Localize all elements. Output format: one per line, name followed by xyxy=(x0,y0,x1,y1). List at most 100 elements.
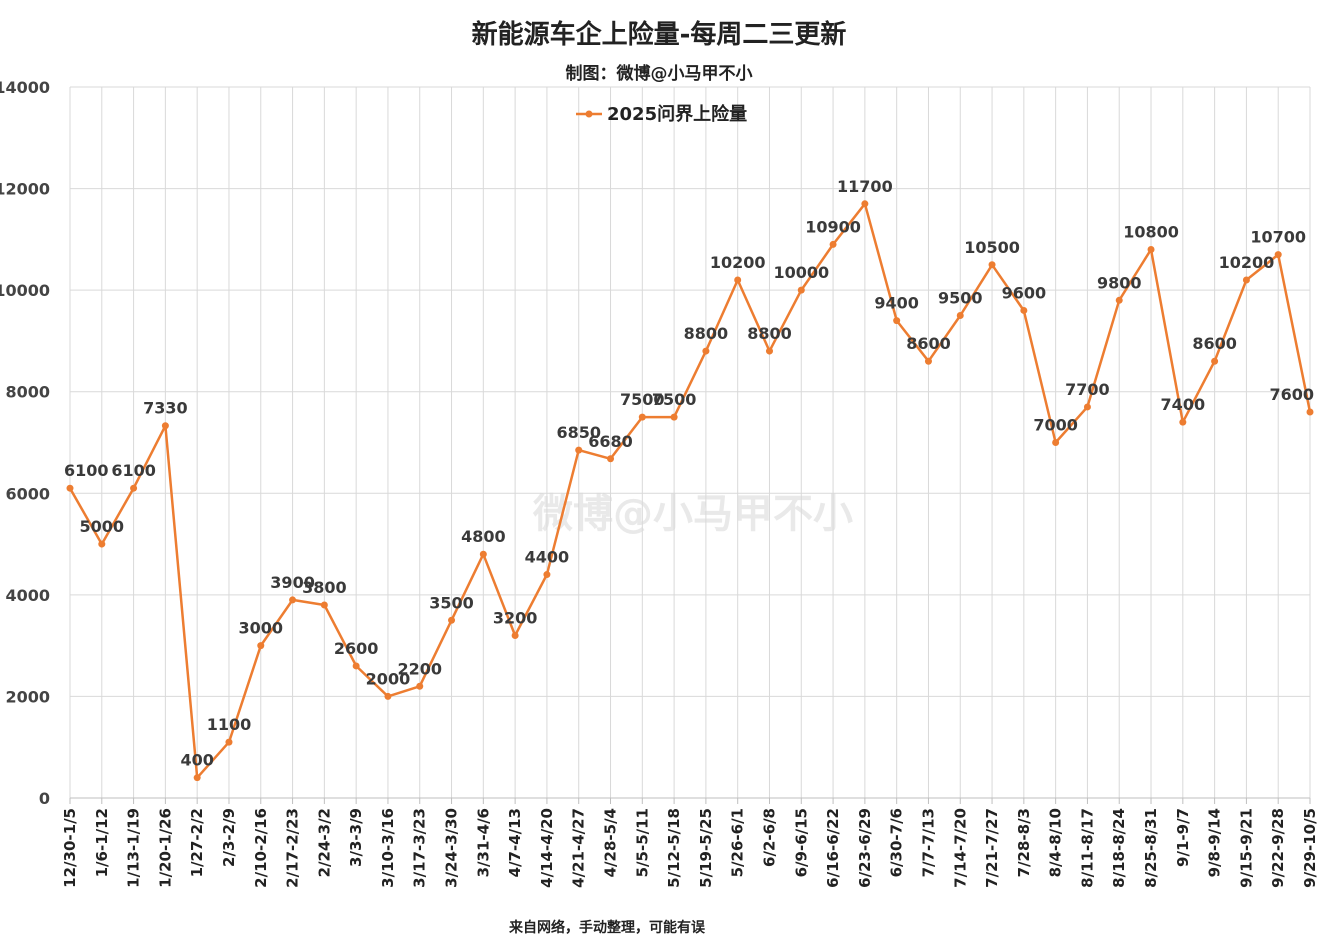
x-tick-label: 3/3-3/9 xyxy=(347,808,365,867)
x-tick-label: 8/25-8/31 xyxy=(1142,808,1160,888)
data-point xyxy=(638,413,646,421)
legend: 2025问界上险量 xyxy=(576,103,747,125)
data-label: 7400 xyxy=(1161,395,1206,414)
data-label: 9800 xyxy=(1097,273,1142,292)
data-point xyxy=(289,596,297,604)
data-label: 5000 xyxy=(80,517,125,536)
data-label: 8600 xyxy=(1192,334,1237,353)
data-point xyxy=(225,738,233,746)
data-label: 7600 xyxy=(1269,385,1314,404)
data-point xyxy=(257,642,265,650)
x-tick-label: 5/5-5/11 xyxy=(633,808,651,877)
data-label: 2000 xyxy=(366,669,411,688)
chart-subtitle: 制图：微博@小马甲不小 xyxy=(566,63,753,84)
data-point xyxy=(607,455,615,463)
data-label: 3800 xyxy=(302,578,347,597)
data-label: 1100 xyxy=(207,715,252,734)
data-label: 10900 xyxy=(805,217,861,236)
data-point xyxy=(66,484,74,492)
x-tick-label: 6/2-6/8 xyxy=(760,808,778,867)
data-point xyxy=(193,774,201,782)
data-points xyxy=(66,200,1314,782)
data-point xyxy=(765,347,773,355)
data-point xyxy=(797,286,805,294)
data-point xyxy=(384,692,392,700)
x-tick-label: 8/11-8/17 xyxy=(1078,808,1096,888)
data-label: 10200 xyxy=(710,253,766,272)
data-point xyxy=(1052,439,1060,446)
data-point xyxy=(988,261,996,269)
x-tick-label: 2/3-2/9 xyxy=(220,808,238,867)
y-tick-label: 8000 xyxy=(5,383,50,402)
y-tick-label: 4000 xyxy=(5,586,50,605)
legend-label: 2025问界上险量 xyxy=(607,103,747,125)
x-tick-label: 9/15-9/21 xyxy=(1237,808,1255,888)
x-tick-label: 6/30-7/6 xyxy=(888,808,906,877)
data-label: 6850 xyxy=(556,423,601,442)
data-point xyxy=(702,347,710,355)
data-label: 2200 xyxy=(397,659,442,678)
data-label: 2600 xyxy=(334,639,379,658)
x-tick-label: 2/10-2/16 xyxy=(252,808,270,888)
data-point xyxy=(1306,408,1314,416)
data-point xyxy=(448,616,456,624)
x-tick-label: 3/24-3/30 xyxy=(443,808,461,888)
data-point xyxy=(161,422,169,430)
x-tick-label: 3/10-3/16 xyxy=(379,808,397,888)
data-label: 7700 xyxy=(1065,380,1110,399)
data-label: 3000 xyxy=(239,619,284,638)
data-label: 3500 xyxy=(429,593,474,612)
x-tick-label: 2/24-3/2 xyxy=(315,808,333,877)
data-point xyxy=(1115,296,1123,304)
data-label: 11700 xyxy=(837,177,893,196)
y-tick-label: 14000 xyxy=(0,78,50,97)
x-tick-label: 1/13-1/19 xyxy=(125,808,143,888)
data-label: 7000 xyxy=(1033,416,1078,435)
data-label: 4800 xyxy=(461,527,506,546)
data-label: 6680 xyxy=(588,432,633,451)
x-tick-label: 4/28-5/4 xyxy=(602,808,620,877)
x-tick-label: 6/23-6/29 xyxy=(856,808,874,888)
x-tick-label: 7/14-7/20 xyxy=(951,808,969,888)
data-label: 4400 xyxy=(525,548,570,567)
data-label: 6100 xyxy=(111,461,156,480)
x-tick-label: 7/21-7/27 xyxy=(983,808,1001,888)
data-point xyxy=(575,446,583,454)
x-tick-label: 5/26-6/1 xyxy=(729,808,747,877)
data-label: 9600 xyxy=(1002,283,1047,302)
watermark: 微博@小马甲不小 xyxy=(532,491,853,537)
data-point xyxy=(543,571,551,579)
data-point xyxy=(479,550,487,558)
data-label: 7500 xyxy=(652,390,697,409)
x-tick-label: 5/19-5/25 xyxy=(697,808,715,888)
data-label: 10800 xyxy=(1123,223,1179,242)
data-label: 10000 xyxy=(773,263,829,282)
data-point xyxy=(1179,418,1187,426)
x-tick-label: 6/9-6/15 xyxy=(792,808,810,877)
data-point xyxy=(416,682,424,690)
y-tick-label: 2000 xyxy=(5,687,50,706)
x-tick-label: 1/20-1/26 xyxy=(156,808,174,888)
data-label: 10700 xyxy=(1250,228,1306,247)
grid xyxy=(69,86,1311,798)
x-tick-label: 1/27-2/2 xyxy=(188,808,206,877)
x-tick-label: 7/28-8/3 xyxy=(1015,808,1033,877)
data-label: 7500 xyxy=(620,390,665,409)
x-tick-label: 2/17-2/23 xyxy=(284,808,302,888)
data-point xyxy=(1147,246,1155,254)
data-point xyxy=(924,357,932,365)
legend-marker-icon xyxy=(585,110,593,118)
data-point xyxy=(511,631,519,639)
y-tick-label: 0 xyxy=(39,789,50,808)
data-label: 3200 xyxy=(493,608,538,627)
x-tick-label: 1/6-1/12 xyxy=(93,808,111,877)
y-axis: 0 2000 4000 6000 8000 10000 12000 14000 xyxy=(0,78,50,808)
data-point xyxy=(1083,403,1091,411)
data-point xyxy=(670,413,678,421)
data-label: 8600 xyxy=(906,334,951,353)
x-tick-label: 6/16-6/22 xyxy=(824,808,842,888)
data-label: 3900 xyxy=(270,573,315,592)
y-tick-label: 12000 xyxy=(0,180,50,199)
